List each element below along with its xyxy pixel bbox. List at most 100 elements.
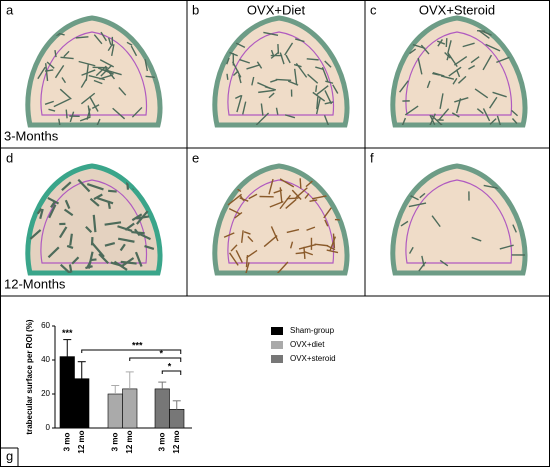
trabecula xyxy=(58,226,68,239)
x-tick-label: 12 mo xyxy=(125,430,134,453)
trabecula xyxy=(426,80,431,89)
trabecula xyxy=(79,116,91,122)
x-tick-label: 12 mo xyxy=(172,430,181,453)
trabecula xyxy=(471,236,482,242)
trabecula xyxy=(489,118,497,125)
x-tick-label: 3 mo xyxy=(157,433,166,452)
trabecula xyxy=(321,67,329,82)
trabecula xyxy=(326,249,339,254)
trabecula xyxy=(130,45,138,57)
trabecula xyxy=(270,226,279,242)
bone-outline xyxy=(212,15,350,128)
bar xyxy=(107,393,123,429)
legend-label: Sham-group xyxy=(290,326,335,335)
trabecula xyxy=(47,246,60,259)
trabecula xyxy=(485,43,501,52)
panel-label: c xyxy=(370,2,377,17)
trabecula xyxy=(275,261,289,273)
trabecula xyxy=(409,48,417,55)
trabecula xyxy=(89,197,100,207)
trabecula xyxy=(110,44,115,56)
histology-image xyxy=(390,163,528,276)
trabecula xyxy=(247,235,254,243)
trabecula xyxy=(438,108,450,121)
trabecula xyxy=(251,76,255,86)
legend-label: OVX+steroid xyxy=(290,354,336,363)
trabecula xyxy=(232,70,239,77)
trabecula xyxy=(512,224,517,233)
trabecula xyxy=(246,64,261,70)
trabecula xyxy=(447,40,452,54)
trabecula xyxy=(306,226,316,231)
trabecula xyxy=(279,52,285,65)
trabeculae xyxy=(399,29,526,125)
trabecula xyxy=(295,62,308,78)
trabecula xyxy=(235,249,243,263)
trabecula xyxy=(228,252,239,266)
trabecula xyxy=(482,54,493,71)
trabecula xyxy=(86,261,92,269)
trabecula xyxy=(293,68,298,86)
trabecula xyxy=(63,50,70,58)
trabecula xyxy=(131,106,143,118)
trabecula xyxy=(439,259,449,267)
trabecula xyxy=(505,36,513,42)
trabecula xyxy=(133,179,151,184)
trabecula xyxy=(145,75,157,79)
bar xyxy=(122,388,138,429)
trabecula xyxy=(496,56,510,64)
bar xyxy=(74,378,90,429)
trabecula xyxy=(446,54,450,61)
bone-outline xyxy=(25,15,163,128)
trabecula xyxy=(329,236,337,251)
significance: *** xyxy=(62,328,73,338)
trabecula xyxy=(324,219,329,227)
trabecula xyxy=(279,187,283,203)
trabecula xyxy=(144,59,149,72)
trabecula xyxy=(492,91,507,98)
roi-outline xyxy=(227,31,335,116)
trabecula xyxy=(417,57,423,75)
trabecula xyxy=(58,32,65,36)
trabecula xyxy=(275,107,279,115)
trabecula xyxy=(509,191,513,201)
trabecula xyxy=(284,114,296,119)
trabecula xyxy=(306,58,319,61)
trabecula xyxy=(325,80,334,84)
trabecula xyxy=(314,243,329,247)
trabecula xyxy=(298,243,317,250)
trabecula xyxy=(60,56,74,60)
trabecula xyxy=(58,118,61,125)
trabecula xyxy=(100,64,113,77)
trabecula xyxy=(279,178,295,188)
trabecula xyxy=(92,118,101,125)
trabecula xyxy=(93,34,103,45)
panel-label: f xyxy=(370,150,374,165)
trabecula xyxy=(120,257,135,268)
roi-outline xyxy=(40,31,148,116)
trabecula xyxy=(240,230,244,243)
trabecula xyxy=(37,66,46,80)
trabecula xyxy=(410,195,419,201)
trabecula xyxy=(511,109,519,117)
trabecula xyxy=(239,58,251,64)
trabecula xyxy=(100,31,108,42)
legend-label: OVX+diet xyxy=(290,340,325,349)
trabecula xyxy=(134,251,143,267)
trabecula xyxy=(453,56,468,66)
trabecula xyxy=(324,90,333,105)
trabecula xyxy=(448,66,462,77)
trabecula xyxy=(299,178,302,189)
trabecula xyxy=(307,73,319,84)
trabecula xyxy=(59,88,72,100)
significance-bracket xyxy=(161,370,182,375)
y-axis-label: trabecular surface per ROI (%) xyxy=(25,319,34,434)
panel-label: a xyxy=(6,2,14,17)
trabecula xyxy=(408,246,414,254)
panel-label: g xyxy=(6,448,13,463)
trabecula xyxy=(235,94,242,100)
trabecula xyxy=(54,50,57,58)
trabecula xyxy=(451,112,460,118)
trabecula xyxy=(104,241,116,247)
trabecula xyxy=(303,246,306,259)
